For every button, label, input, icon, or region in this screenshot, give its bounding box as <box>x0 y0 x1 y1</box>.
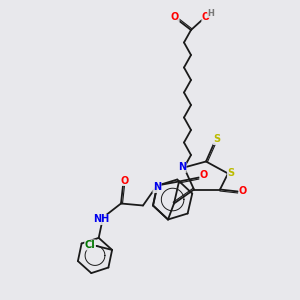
Text: S: S <box>227 169 235 178</box>
Text: NH: NH <box>93 214 109 224</box>
Text: H: H <box>208 8 214 17</box>
Text: N: N <box>178 163 186 172</box>
Text: Cl: Cl <box>85 240 95 250</box>
Text: N: N <box>153 182 161 193</box>
Text: O: O <box>200 170 208 181</box>
Text: O: O <box>239 187 247 196</box>
Text: O: O <box>121 176 129 185</box>
Text: O: O <box>202 12 210 22</box>
Text: O: O <box>171 12 179 22</box>
Text: S: S <box>213 134 220 145</box>
